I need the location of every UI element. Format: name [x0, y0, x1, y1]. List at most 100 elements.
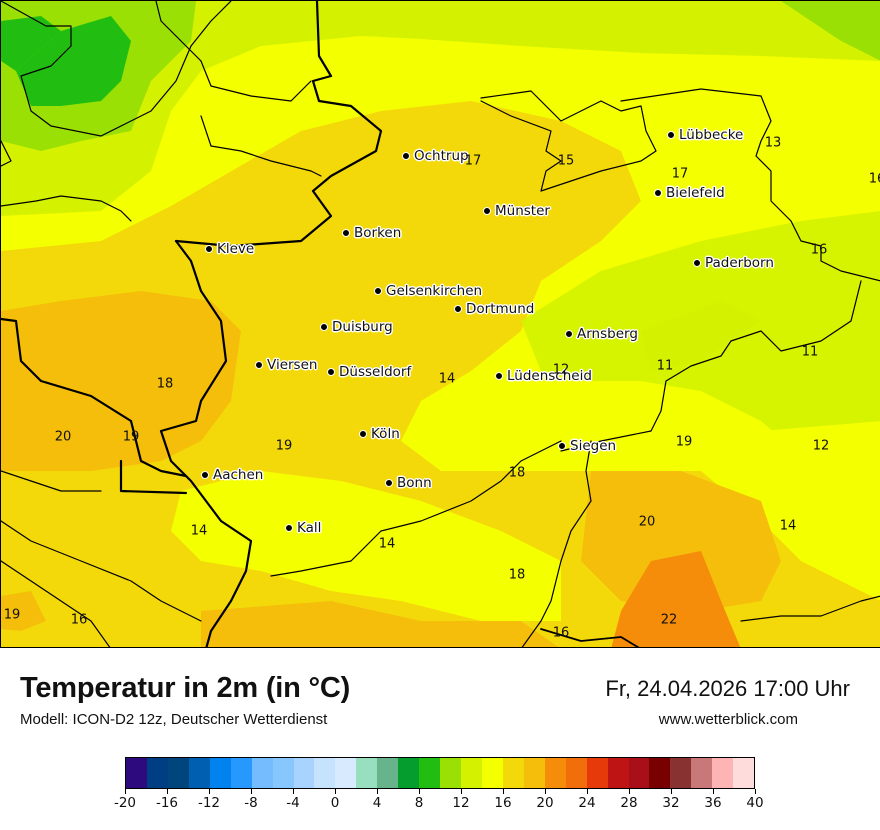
tick-label: 16 — [494, 795, 512, 811]
temperature-value: 19 — [275, 438, 293, 454]
tick-mark — [502, 789, 504, 794]
city-name: Borken — [354, 225, 402, 241]
city-dot-icon — [320, 323, 328, 331]
tick-label: 20 — [536, 795, 554, 811]
colorbar-segment — [502, 758, 524, 788]
city-name: Dortmund — [466, 301, 535, 317]
city-name: Arnsberg — [577, 326, 638, 342]
colorbar-segment — [712, 758, 734, 788]
temperature-value: 17 — [671, 166, 689, 182]
tick-label: 4 — [372, 795, 382, 811]
colorbar-segment — [377, 758, 399, 788]
city-name: Paderborn — [705, 255, 774, 271]
city-dot-icon — [374, 287, 382, 295]
tick-label: -12 — [197, 795, 221, 811]
model-subtitle: Modell: ICON-D2 12z, Deutscher Wetterdie… — [20, 711, 328, 728]
tick-label: 40 — [746, 795, 764, 811]
tick-mark — [670, 789, 672, 794]
map-footer: Temperatur in 2m (in °C) Modell: ICON-D2… — [0, 648, 880, 830]
tick-mark — [586, 789, 588, 794]
city-dot-icon — [667, 131, 675, 139]
city-dot-icon — [495, 372, 503, 380]
temperature-value: 16 — [810, 242, 828, 258]
colorbar-segment — [209, 758, 231, 788]
temperature-field — [1, 1, 880, 647]
colorbar-segment — [440, 758, 461, 788]
tick-mark — [628, 789, 630, 794]
city-marker: Düsseldorf — [327, 364, 411, 380]
city-name: Viersen — [267, 357, 318, 373]
colorbar-segment — [670, 758, 692, 788]
city-name: Kleve — [217, 241, 255, 257]
map-title: Temperatur in 2m (in °C) — [20, 672, 351, 704]
city-name: Ochtrup — [414, 148, 469, 164]
tick-label: 28 — [620, 795, 638, 811]
city-dot-icon — [359, 430, 367, 438]
colorbar-segment — [335, 758, 357, 788]
temperature-map: Ochtrup Münster Lübbecke Bielefeld Kleve Bork… — [0, 0, 880, 648]
city-name: Lüdenscheid — [507, 368, 592, 384]
colorbar-segment — [733, 758, 755, 788]
city-dot-icon — [483, 207, 491, 215]
colorbar-segment — [481, 758, 503, 788]
temperature-value: 16 — [868, 171, 880, 187]
tick-mark — [208, 789, 210, 794]
city-marker: Paderborn — [693, 255, 774, 271]
city-name: Duisburg — [332, 319, 393, 335]
city-name: Köln — [371, 426, 400, 442]
colorbar-ticks: -20 -16 -12 -8 -4 0 4 8 12 16 20 24 28 32 36 40 — [114, 789, 764, 819]
colorbar-segment — [314, 758, 336, 788]
city-dot-icon — [327, 368, 335, 376]
colorbar-segment — [398, 758, 420, 788]
tick-label: -16 — [155, 795, 179, 811]
city-dot-icon — [402, 152, 410, 160]
city-dot-icon — [654, 189, 662, 197]
temperature-value: 12 — [812, 438, 830, 454]
temperature-value: 11 — [656, 358, 674, 374]
temperature-value: 11 — [801, 344, 819, 360]
colorbar-segment — [293, 758, 315, 788]
city-marker: Viersen — [255, 357, 317, 373]
city-marker: Bielefeld — [654, 185, 725, 201]
colorbar-segment — [586, 758, 608, 788]
city-marker: Duisburg — [320, 319, 393, 335]
colorbar-segment — [544, 758, 566, 788]
colorbar-legend — [125, 757, 755, 789]
colorbar-segment — [565, 758, 587, 788]
temperature-value: 19 — [122, 429, 140, 445]
city-marker: Lübbecke — [667, 127, 743, 143]
city-dot-icon — [565, 330, 573, 338]
tick-mark — [376, 789, 378, 794]
colorbar-segment — [523, 758, 545, 788]
tick-mark — [124, 789, 126, 794]
temperature-value: 17 — [464, 153, 482, 169]
city-marker: Aachen — [201, 467, 263, 483]
city-marker: Münster — [483, 203, 550, 219]
city-marker: Borken — [342, 225, 401, 241]
tick-label: -8 — [244, 795, 258, 811]
tick-label: 12 — [452, 795, 470, 811]
tick-mark — [334, 789, 336, 794]
tick-mark — [418, 789, 420, 794]
temperature-value: 20 — [54, 429, 72, 445]
city-dot-icon — [693, 259, 701, 267]
temperature-value: 16 — [70, 612, 88, 628]
city-marker: Kall — [285, 520, 321, 536]
colorbar-segment — [167, 758, 189, 788]
temperature-value: 19 — [3, 607, 21, 623]
tick-mark — [292, 789, 294, 794]
colorbar-segment — [691, 758, 713, 788]
temperature-value: 18 — [508, 567, 526, 583]
city-dot-icon — [201, 471, 209, 479]
website-link[interactable]: www.wetterblick.com — [658, 711, 798, 728]
city-marker: Arnsberg — [565, 326, 638, 342]
tick-mark — [166, 789, 168, 794]
city-dot-icon — [205, 245, 213, 253]
colorbar-segment — [356, 758, 378, 788]
temperature-value: 12 — [552, 362, 570, 378]
colorbar-segment — [649, 758, 671, 788]
city-dot-icon — [558, 442, 566, 450]
city-marker: Dortmund — [454, 301, 534, 317]
city-marker: Siegen — [558, 438, 616, 454]
temperature-value: 14 — [779, 518, 797, 534]
